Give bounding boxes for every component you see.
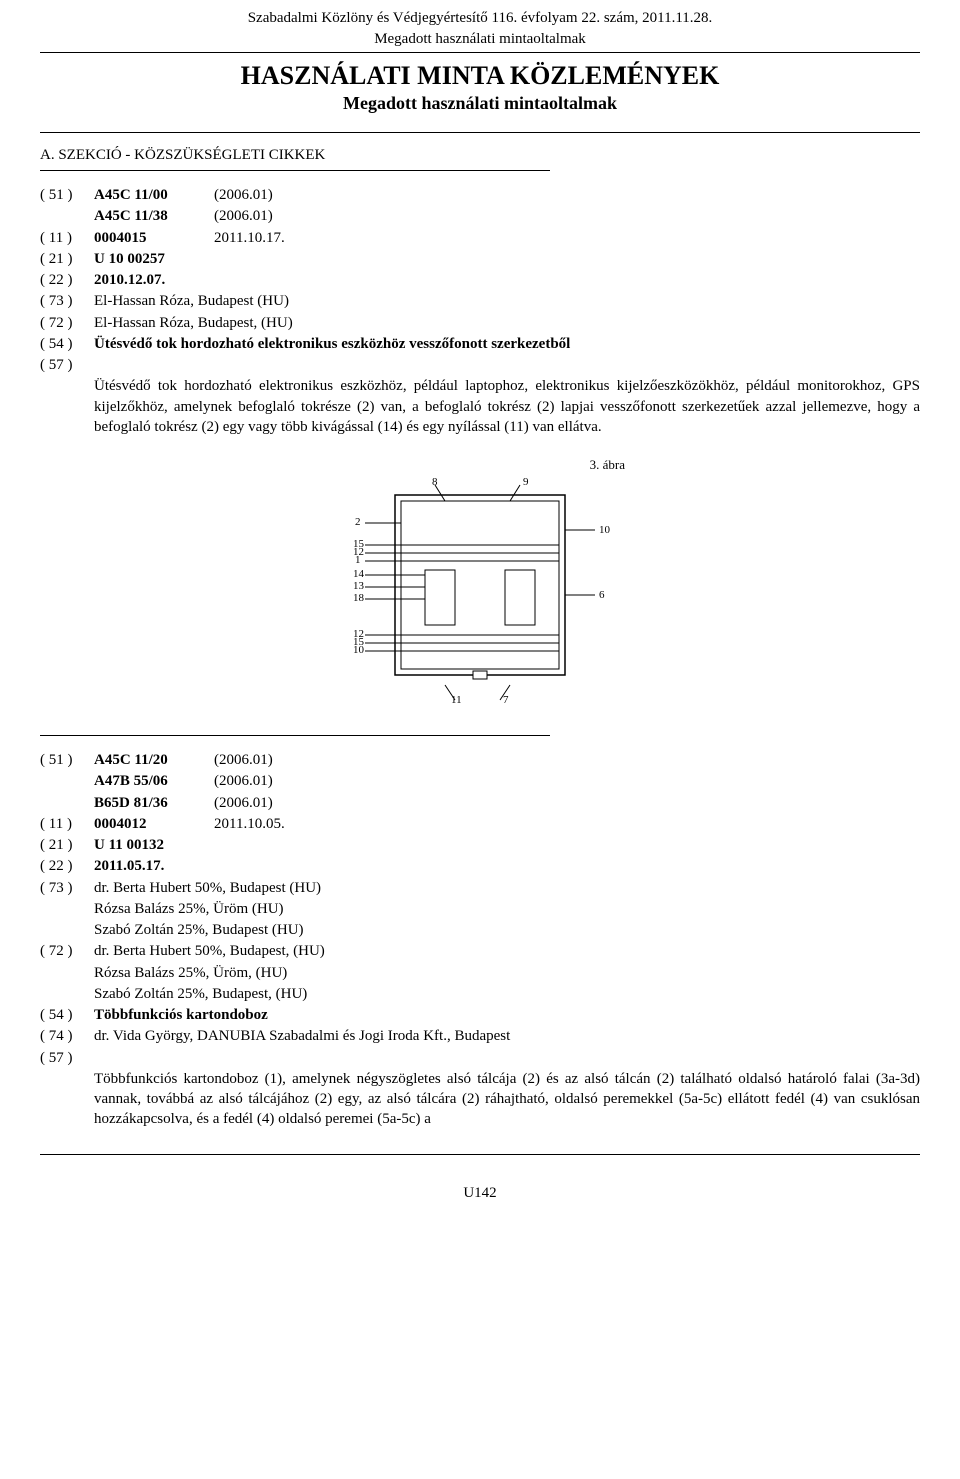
application-number: U 10 00257 (94, 249, 214, 269)
figure-3: 3. ábra (40, 457, 920, 705)
filing-date: 2010.12.07. (94, 270, 214, 290)
e1-row-51: ( 51 ) A45C 11/00 (2006.01) (40, 185, 920, 205)
e1-abstract: Ütésvédő tok hordozható elektronikus esz… (94, 376, 920, 437)
entry-separator (40, 735, 550, 736)
e2-row-74: ( 74 ) dr. Vida György, DANUBIA Szabadal… (40, 1026, 920, 1046)
field-code: ( 57 ) (40, 1048, 94, 1068)
header-line-2: Megadott használati mintaoltalmak (40, 29, 920, 50)
field-code: ( 11 ) (40, 228, 94, 248)
e2-row-72: ( 72 ) dr. Berta Hubert 50%, Budapest, (… (40, 941, 920, 961)
owner: dr. Berta Hubert 50%, Budapest (HU) (94, 878, 920, 898)
inventor: Rózsa Balázs 25%, Üröm, (HU) (94, 963, 920, 983)
header-line-1: Szabadalmi Közlöny és Védjegyértesítő 11… (40, 8, 920, 29)
svg-text:2: 2 (355, 516, 361, 528)
main-title-2: Megadott használati mintaoltalmak (40, 93, 920, 114)
e1-row-73: ( 73 ) El-Hassan Róza, Budapest (HU) (40, 291, 920, 311)
svg-text:11: 11 (451, 694, 462, 705)
inventor: dr. Berta Hubert 50%, Budapest, (HU) (94, 941, 920, 961)
owner: Rózsa Balázs 25%, Üröm (HU) (94, 899, 920, 919)
section-a-title: A. SZEKCIÓ - KÖZSZÜKSÉGLETI CIKKEK (40, 147, 920, 164)
e2-row-72c: Szabó Zoltán 25%, Budapest, (HU) (40, 984, 920, 1004)
e2-row-21: ( 21 ) U 11 00132 (40, 835, 920, 855)
representative: dr. Vida György, DANUBIA Szabadalmi és J… (94, 1026, 920, 1046)
svg-text:18: 18 (353, 592, 365, 604)
invention-title: Ütésvédő tok hordozható elektronikus esz… (94, 334, 920, 354)
e2-row-73c: Szabó Zoltán 25%, Budapest (HU) (40, 920, 920, 940)
ipc-class: A45C 11/20 (94, 750, 214, 770)
svg-text:14: 14 (353, 568, 365, 580)
e2-row-51: ( 51 ) A45C 11/20 (2006.01) (40, 750, 920, 770)
field-code: ( 22 ) (40, 856, 94, 876)
ipc-class: A45C 11/38 (94, 206, 214, 226)
figure-svg: 8 9 2 15 12 1 14 13 18 12 15 10 10 6 11 … (335, 475, 625, 705)
owner: El-Hassan Róza, Budapest (HU) (94, 291, 920, 311)
inventor: Szabó Zoltán 25%, Budapest, (HU) (94, 984, 920, 1004)
field-code: ( 73 ) (40, 878, 94, 898)
field-code: ( 73 ) (40, 291, 94, 311)
doc-date: 2011.10.17. (214, 228, 920, 248)
section-a-rule (40, 170, 550, 171)
ipc-class: A47B 55/06 (94, 771, 214, 791)
e2-row-72b: Rózsa Balázs 25%, Üröm, (HU) (40, 963, 920, 983)
main-title-1: HASZNÁLATI MINTA KÖZLEMÉNYEK (40, 61, 920, 91)
invention-title: Többfunkciós kartondoboz (94, 1005, 920, 1025)
field-code: ( 54 ) (40, 334, 94, 354)
header-rule (40, 52, 920, 53)
svg-text:13: 13 (353, 580, 365, 592)
field-code: ( 21 ) (40, 249, 94, 269)
field-code: ( 51 ) (40, 750, 94, 770)
svg-text:6: 6 (599, 589, 605, 601)
field-code: ( 74 ) (40, 1026, 94, 1046)
ipc-version: (2006.01) (214, 793, 920, 813)
e2-row-22: ( 22 ) 2011.05.17. (40, 856, 920, 876)
svg-text:8: 8 (432, 476, 438, 488)
svg-text:7: 7 (503, 694, 509, 705)
ipc-version: (2006.01) (214, 750, 920, 770)
title-rule (40, 132, 920, 133)
doc-date: 2011.10.05. (214, 814, 920, 834)
e2-row-73b: Rózsa Balázs 25%, Üröm (HU) (40, 899, 920, 919)
svg-text:1: 1 (355, 554, 361, 566)
ipc-class: B65D 81/36 (94, 793, 214, 813)
field-code: ( 21 ) (40, 835, 94, 855)
doc-number: 0004012 (94, 814, 214, 834)
e1-row-72: ( 72 ) El-Hassan Róza, Budapest, (HU) (40, 313, 920, 333)
field-code: ( 11 ) (40, 814, 94, 834)
filing-date: 2011.05.17. (94, 856, 214, 876)
ipc-version: (2006.01) (214, 206, 920, 226)
field-code: ( 51 ) (40, 185, 94, 205)
e2-row-57: ( 57 ) (40, 1048, 920, 1068)
svg-text:10: 10 (353, 644, 365, 656)
field-code (40, 206, 94, 226)
e1-row-11: ( 11 ) 0004015 2011.10.17. (40, 228, 920, 248)
svg-text:9: 9 (523, 476, 529, 488)
footer-rule (40, 1154, 920, 1155)
e2-abstract: Többfunkciós kartondoboz (1), amelynek n… (94, 1069, 920, 1130)
e2-row-51b: A47B 55/06 (2006.01) (40, 771, 920, 791)
owner: Szabó Zoltán 25%, Budapest (HU) (94, 920, 920, 940)
e1-row-51b: A45C 11/38 (2006.01) (40, 206, 920, 226)
ipc-version: (2006.01) (214, 185, 920, 205)
field-code: ( 72 ) (40, 313, 94, 333)
field-code: ( 22 ) (40, 270, 94, 290)
application-number: U 11 00132 (94, 835, 214, 855)
e1-row-54: ( 54 ) Ütésvédő tok hordozható elektroni… (40, 334, 920, 354)
ipc-version: (2006.01) (214, 771, 920, 791)
field-code: ( 54 ) (40, 1005, 94, 1025)
e2-row-51c: B65D 81/36 (2006.01) (40, 793, 920, 813)
e2-row-11: ( 11 ) 0004012 2011.10.05. (40, 814, 920, 834)
inventor: El-Hassan Róza, Budapest, (HU) (94, 313, 920, 333)
e1-row-22: ( 22 ) 2010.12.07. (40, 270, 920, 290)
page-number: U142 (40, 1185, 920, 1202)
field-code: ( 72 ) (40, 941, 94, 961)
e1-row-57: ( 57 ) (40, 355, 920, 375)
e2-row-54: ( 54 ) Többfunkciós kartondoboz (40, 1005, 920, 1025)
figure-caption: 3. ábra (335, 457, 625, 473)
ipc-class: A45C 11/00 (94, 185, 214, 205)
svg-text:10: 10 (599, 524, 611, 536)
e1-row-21: ( 21 ) U 10 00257 (40, 249, 920, 269)
field-code: ( 57 ) (40, 355, 94, 375)
e2-row-73: ( 73 ) dr. Berta Hubert 50%, Budapest (H… (40, 878, 920, 898)
doc-number: 0004015 (94, 228, 214, 248)
